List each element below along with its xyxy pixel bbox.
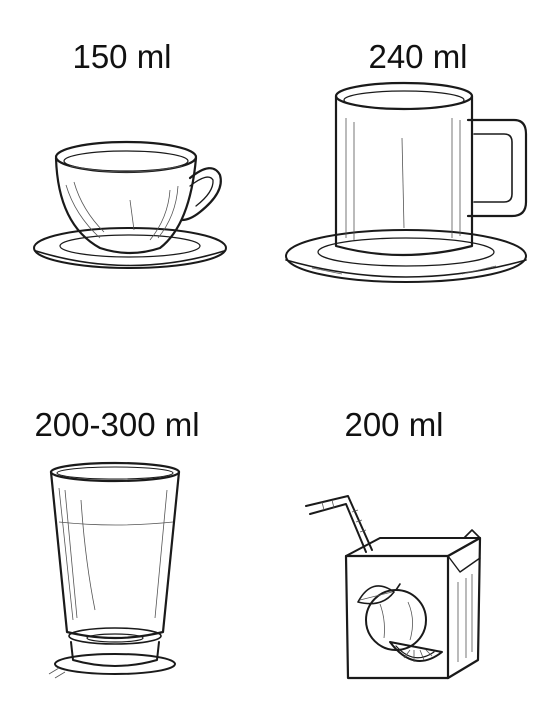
juice-box-icon: [300, 492, 485, 684]
teacup-icon: [30, 130, 230, 280]
glass-volume-label: 200-300 ml: [34, 406, 200, 443]
juicebox-volume-label: 200 ml: [344, 406, 444, 443]
glass-icon: [45, 460, 185, 688]
mug-icon: [282, 78, 532, 288]
teacup-volume-label: 150 ml: [72, 38, 172, 75]
mug-volume-label: 240 ml: [368, 38, 468, 75]
